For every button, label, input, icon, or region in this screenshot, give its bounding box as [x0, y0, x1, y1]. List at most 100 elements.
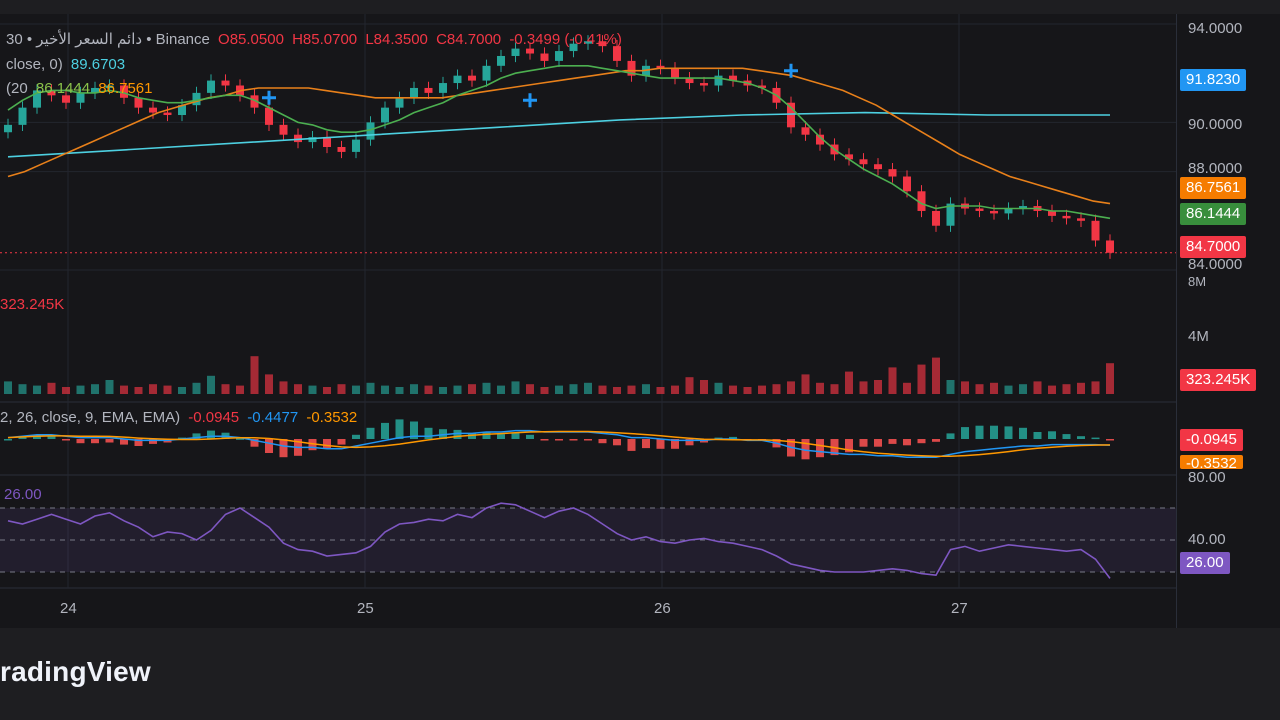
volume-bar: [787, 381, 795, 394]
volume-label-4m: 4M: [1188, 328, 1209, 345]
macd-histogram-bar: [207, 430, 215, 439]
candle-body: [439, 83, 447, 93]
bottom-bar: [0, 628, 1280, 720]
candle-body: [1048, 210, 1056, 216]
volume-bar: [468, 384, 476, 394]
ma-long-legend: close, 0) 89.6703: [6, 56, 129, 73]
candle-body: [990, 210, 998, 214]
volume-bar: [975, 384, 984, 394]
candle-body: [598, 41, 607, 47]
macd-histogram-bar: [584, 439, 592, 441]
candle-body: [584, 41, 592, 44]
legend-open: O85.0500: [218, 31, 284, 48]
volume-bar: [729, 385, 737, 394]
volume-bar: [76, 385, 85, 394]
macd-hist-tag: -0.0945: [1180, 429, 1243, 451]
macd-signal-line: [7, 430, 1111, 458]
candle-body: [120, 85, 128, 98]
volume-label-8m: 8M: [1188, 274, 1207, 289]
candle-body: [482, 65, 491, 81]
macd-histogram-bar: [975, 425, 984, 439]
rsi-legend: 26.00: [4, 486, 42, 503]
volume-bar: [453, 385, 462, 394]
volume-bar: [4, 381, 12, 394]
volume-bar: [410, 384, 418, 394]
candle-body: [149, 107, 157, 113]
volume-bar: [236, 385, 244, 394]
macd-histogram-bar: [946, 433, 955, 439]
candle-body: [758, 85, 766, 88]
ma-slow-line: [7, 67, 1111, 205]
candle-body: [178, 105, 186, 116]
macd-legend-label: 2, 26, close, 9, EMA, EMA): [0, 409, 181, 426]
macd-histogram-bar: [337, 439, 346, 445]
volume-bar: [279, 381, 288, 394]
volume-bar: [424, 385, 433, 394]
candle-body: [888, 169, 897, 177]
price-axis[interactable]: [1176, 14, 1280, 628]
candle-body: [497, 55, 505, 66]
macd-legend-hist: -0.0945: [188, 409, 240, 426]
volume-bar: [265, 374, 273, 394]
candle-body: [4, 124, 12, 133]
macd-histogram-bar: [671, 439, 679, 449]
candle-body: [932, 210, 940, 226]
volume-bar: [526, 384, 534, 394]
macd-histogram-bar: [395, 419, 404, 439]
macd-histogram-bar: [1077, 436, 1085, 439]
candle-body: [395, 97, 404, 108]
macd-histogram-bar: [424, 427, 433, 439]
macd-signal-tag: -0.3532: [1180, 455, 1243, 469]
candle-body: [526, 48, 534, 54]
volume-bar: [656, 387, 665, 394]
volume-bar: [859, 381, 868, 394]
chart-area[interactable]: [0, 14, 1176, 628]
macd-histogram-bar: [1019, 427, 1027, 439]
candle-body: [845, 154, 853, 160]
volume-bar: [294, 384, 302, 394]
ma-slow-tag: 86.7561: [1180, 177, 1247, 199]
macd-histogram-bar: [685, 439, 694, 446]
rsi-label-80: 80.00: [1188, 469, 1226, 486]
volume-bar: [685, 377, 694, 394]
macd-histogram-bar: [511, 432, 520, 439]
chart-svg: [0, 14, 1176, 589]
volume-bar: [627, 385, 636, 394]
candle-body: [627, 60, 636, 76]
volume-tag: 323.245K: [1180, 369, 1257, 391]
volume-bar: [613, 387, 621, 394]
volume-legend: 323.245K: [0, 296, 65, 313]
candle-body: [134, 97, 143, 108]
volume-bar: [18, 384, 27, 394]
macd-histogram-bar: [352, 434, 360, 439]
macd-histogram-bar: [453, 429, 462, 439]
ma-pair-legend-v2: 86.7561: [98, 80, 153, 97]
volume-bar: [395, 387, 404, 394]
candle-body: [410, 87, 418, 98]
volume-bar: [816, 382, 824, 394]
macd-histogram-bar: [1106, 439, 1114, 441]
volume-bar: [91, 384, 99, 394]
volume-bar: [192, 382, 201, 394]
ma-long-legend-label: close, 0): [6, 56, 63, 73]
volume-bar: [1004, 385, 1013, 394]
volume-bar: [845, 371, 853, 394]
candle-body: [613, 46, 621, 61]
macd-histogram-bar: [1033, 432, 1042, 439]
volume-bar: [250, 356, 259, 394]
macd-histogram-bar: [845, 439, 853, 453]
volume-bar: [540, 387, 549, 394]
candle-body: [381, 107, 389, 123]
macd-histogram-bar: [729, 436, 737, 439]
candle-body: [1077, 218, 1085, 221]
time-label-26: 26: [654, 600, 671, 617]
time-label-24: 24: [60, 600, 77, 617]
candle-body: [323, 137, 331, 147]
candle-body: [511, 48, 520, 56]
volume-bar: [381, 385, 389, 394]
macd-histogram-bar: [76, 439, 85, 444]
macd-histogram-bar: [874, 439, 882, 447]
candle-body: [76, 92, 85, 103]
price-label-88: 88.0000: [1188, 160, 1243, 177]
candle-body: [265, 107, 273, 125]
